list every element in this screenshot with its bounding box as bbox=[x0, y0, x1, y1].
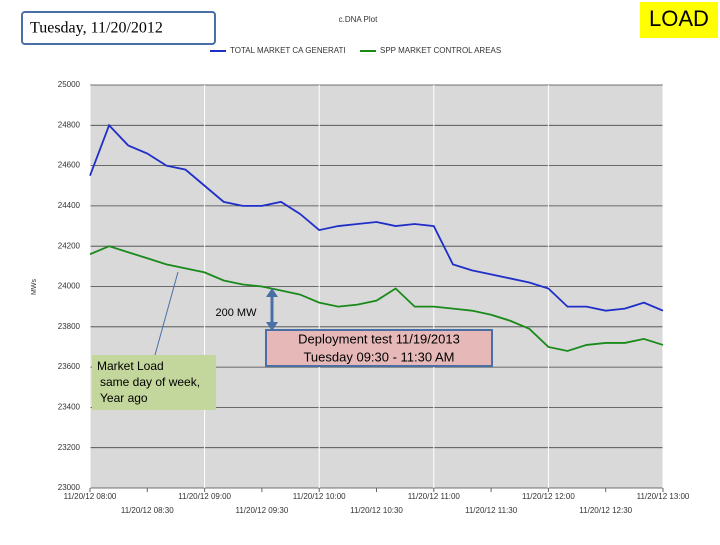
callout-line bbox=[154, 271, 179, 356]
market-load-line: Market Load bbox=[97, 359, 164, 373]
deployment-line: Tuesday 09:30 - 11:30 AM bbox=[303, 349, 454, 364]
badge: LOAD bbox=[649, 6, 709, 31]
x-tick-label: 11/20/12 12:00 bbox=[522, 492, 575, 501]
x-tick-label: 11/20/12 08:00 bbox=[64, 492, 117, 501]
y-tick-label: 24000 bbox=[58, 282, 81, 291]
x-tick-label: 11/20/12 10:00 bbox=[293, 492, 346, 501]
deployment-line: Deployment test 11/19/2013 bbox=[298, 331, 460, 346]
x-tick-label: 11/20/12 09:30 bbox=[236, 506, 289, 515]
y-tick-label: 23000 bbox=[58, 483, 81, 492]
badge-box bbox=[640, 2, 718, 38]
y-tick-label: 24800 bbox=[58, 120, 81, 129]
y-tick-label: 24400 bbox=[58, 201, 81, 210]
market-load-box bbox=[92, 355, 216, 410]
y-tick-label: 23800 bbox=[58, 322, 81, 331]
legend-label: TOTAL MARKET CA GENERATI bbox=[230, 46, 346, 55]
x-tick-label: 11/20/12 11:00 bbox=[408, 492, 461, 501]
x-tick-label: 11/20/12 12:30 bbox=[579, 506, 632, 515]
deployment-box bbox=[265, 329, 493, 367]
market-load-line: same day of week, bbox=[100, 375, 200, 389]
arrow-head bbox=[266, 322, 278, 331]
difference-label: 200 MW bbox=[216, 307, 258, 319]
header: Tuesday, 11/20/2012 bbox=[30, 20, 163, 37]
x-tick-label: 11/20/12 11:30 bbox=[465, 506, 518, 515]
data-line bbox=[89, 123, 664, 312]
x-tick-label: 11/20/12 08:30 bbox=[121, 506, 174, 515]
y-axis-label: MWs bbox=[31, 279, 38, 295]
chart-title: c.DNA Plot bbox=[339, 15, 378, 24]
x-tick-label: 11/20/12 13:00 bbox=[637, 492, 690, 501]
y-tick-label: 24600 bbox=[58, 161, 81, 170]
market-load-line: Year ago bbox=[100, 391, 148, 405]
x-tick-label: 11/20/12 09:00 bbox=[178, 492, 231, 501]
y-tick-label: 23200 bbox=[58, 443, 81, 452]
y-tick-label: 25000 bbox=[58, 80, 81, 89]
y-tick-label: 23400 bbox=[58, 403, 81, 412]
x-tick-label: 11/20/12 10:30 bbox=[350, 506, 403, 515]
legend-label: SPP MARKET CONTROL AREAS bbox=[380, 46, 501, 55]
data-line bbox=[89, 245, 664, 352]
y-tick-label: 23600 bbox=[58, 362, 81, 371]
arrow-head bbox=[266, 288, 278, 297]
y-tick-label: 24200 bbox=[58, 241, 81, 250]
header-box bbox=[21, 11, 216, 45]
